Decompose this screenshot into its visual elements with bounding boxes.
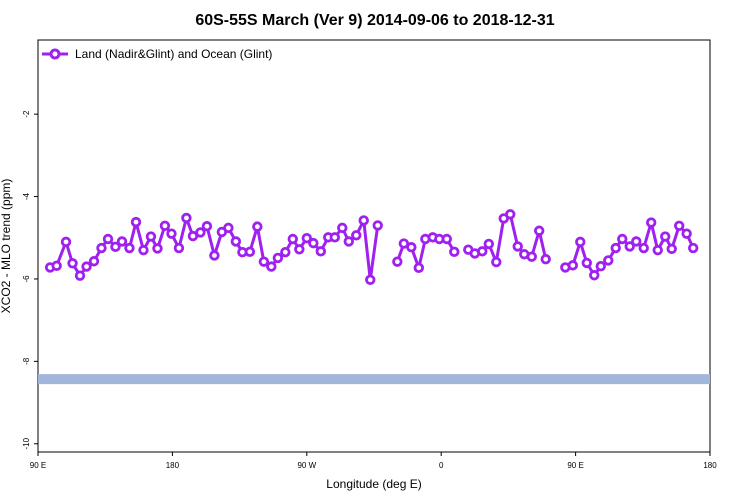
data-point [603,255,614,266]
data-point [483,238,494,250]
plot-area [37,39,711,453]
data-point [280,246,291,258]
data-point [392,256,403,267]
x-tick-label: 90 W [297,461,316,470]
data-point [230,236,242,247]
x-axis-label: Longitude (deg E) [326,477,421,491]
data-point [666,243,677,255]
x-tick-label: 90 E [30,461,46,470]
chart-title: 60S-55S March (Ver 9) 2014-09-06 to 2018… [195,12,554,29]
data-point [96,242,107,254]
data-point [491,256,502,268]
x-tick-label: 180 [166,461,180,470]
data-point [130,216,142,228]
data-point [138,244,149,256]
data-point [258,256,270,267]
y-tick-label: -6 [22,275,31,283]
data-point [688,242,699,254]
data-point [534,225,545,236]
data-point [526,251,537,262]
data-point [88,256,100,267]
y-tick-label: -10 [22,437,31,449]
data-point [201,221,213,232]
legend: Land (Nadir&Glint) and Ocean (Glint) [42,47,272,61]
data-point [567,260,578,271]
data-point [441,233,452,245]
data-point [398,238,410,249]
data-point [308,237,319,249]
x-tick-label: 90 E [567,461,583,470]
data-point [272,252,284,264]
y-tick-label: -4 [22,192,31,200]
data-point [406,242,417,253]
data-point [624,241,635,252]
y-axis-label: XCO2 - MLO trend (ppm) [0,179,13,314]
data-point [252,221,263,232]
data-point [365,274,376,285]
data-point [617,233,628,245]
legend-marker [49,48,61,60]
data-point [581,257,592,269]
data-point [512,241,523,252]
data-point [124,242,135,254]
y-tick-label: -2 [22,110,31,118]
data-point [223,222,234,234]
data-point [595,260,606,272]
data-point [329,232,340,243]
data-point [67,258,78,269]
data-point [102,233,114,245]
data-point [477,246,488,257]
data-point [294,244,305,255]
x-axis: 90 E 180 90 W 0 90 E 180 [30,452,717,470]
data-point [449,246,460,257]
data-point [610,242,621,254]
data-point [145,231,157,242]
data-point [301,232,312,244]
y-axis: -2 -4 -6 -8 -10 [22,110,38,450]
data-point [81,261,92,272]
x-tick-label: 180 [703,461,717,470]
data-point [660,231,671,242]
data-point [51,260,62,271]
data-point [652,244,663,256]
data-point [351,230,362,241]
data-point [116,236,128,247]
y-tick-label: -8 [22,357,31,365]
data-point [187,230,199,242]
data-point [110,241,121,253]
series-layer [44,209,699,285]
data-point [372,220,383,231]
x-tick-label: 0 [439,461,444,470]
data-point [152,243,163,254]
data-point [575,236,586,248]
data-point [166,228,177,239]
data-point [540,253,551,265]
data-point [681,228,692,239]
data-point [315,246,326,257]
data-point [266,261,277,272]
legend-label: Land (Nadir&Glint) and Ocean (Glint) [75,47,272,61]
data-point [287,233,298,245]
data-point [631,236,642,247]
data-point [413,262,424,274]
data-point [337,222,348,234]
data-point [181,212,192,224]
data-point [244,246,256,257]
data-point [173,242,185,254]
data-point [60,236,72,248]
data-point [638,242,649,254]
data-point [358,215,369,226]
data-point [646,217,657,228]
data-point [195,227,206,238]
data-point [74,270,86,281]
data-point [209,250,220,261]
data-point [674,220,685,232]
data-point [589,270,600,281]
data-point [505,209,516,220]
data-point [159,220,171,232]
data-point [343,236,354,247]
